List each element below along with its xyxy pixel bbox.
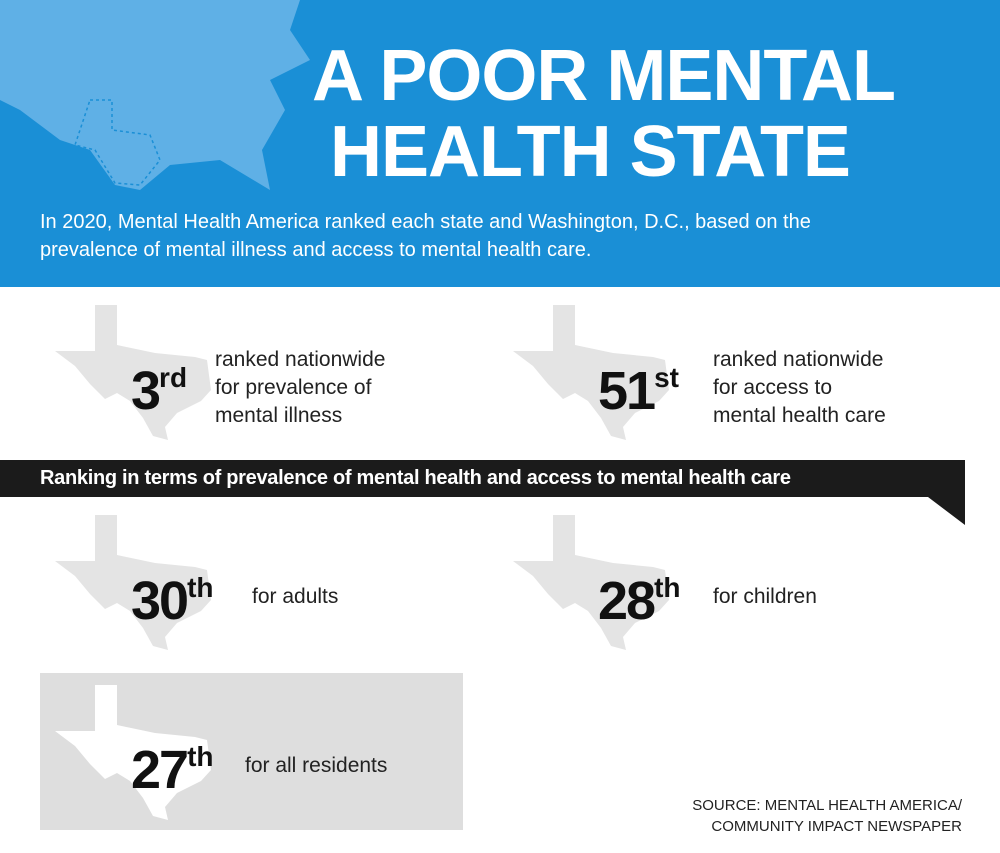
description-line: mental illness bbox=[215, 404, 343, 427]
description-line: ranked nationwide bbox=[215, 348, 386, 371]
rank-number: 27 bbox=[131, 740, 189, 800]
rank: 27th bbox=[131, 727, 214, 800]
description: for adults bbox=[252, 585, 339, 608]
rank-number: 30 bbox=[131, 571, 189, 631]
description: for all residents bbox=[245, 754, 388, 777]
rank-suffix: th bbox=[187, 741, 214, 772]
rank-suffix: st bbox=[654, 362, 679, 393]
rank-number: 28 bbox=[598, 571, 656, 631]
source-line: SOURCE: MENTAL HEALTH AMERICA/ bbox=[692, 797, 962, 814]
texas-highlight bbox=[74, 99, 161, 186]
us-map bbox=[0, 0, 310, 190]
rank-suffix: rd bbox=[159, 362, 188, 393]
description: ranked nationwide for prevalence of ment… bbox=[215, 346, 385, 430]
rank: 51st bbox=[598, 348, 679, 421]
rank: 3rd bbox=[131, 348, 187, 421]
rank-suffix: th bbox=[187, 572, 214, 603]
rank: 30th bbox=[131, 558, 214, 631]
rank-number: 51 bbox=[598, 361, 656, 421]
rank-suffix: th bbox=[654, 572, 681, 603]
source-line: COMMUNITY IMPACT NEWSPAPER bbox=[711, 818, 962, 835]
banner-background bbox=[0, 460, 965, 525]
rank: 28th bbox=[598, 558, 681, 631]
rank-number: 3 bbox=[131, 361, 161, 421]
title-line: HEALTH STATE bbox=[330, 112, 851, 192]
description: for children bbox=[713, 585, 817, 608]
source: SOURCE: MENTAL HEALTH AMERICA/ COMMUNITY… bbox=[692, 795, 962, 837]
banner-text: Ranking in terms of prevalence of mental… bbox=[40, 467, 791, 489]
subtitle-line: In 2020, Mental Health America ranked ea… bbox=[40, 211, 811, 233]
description-line: ranked nationwide bbox=[713, 348, 884, 371]
description-line: for prevalence of bbox=[215, 376, 372, 399]
description-line: mental health care bbox=[713, 404, 886, 427]
description: ranked nationwide for access to mental h… bbox=[713, 346, 886, 430]
subtitle-line: prevalence of mental illness and access … bbox=[40, 239, 592, 261]
title-line: A POOR MENTAL bbox=[312, 36, 896, 116]
description-line: for access to bbox=[713, 376, 833, 399]
